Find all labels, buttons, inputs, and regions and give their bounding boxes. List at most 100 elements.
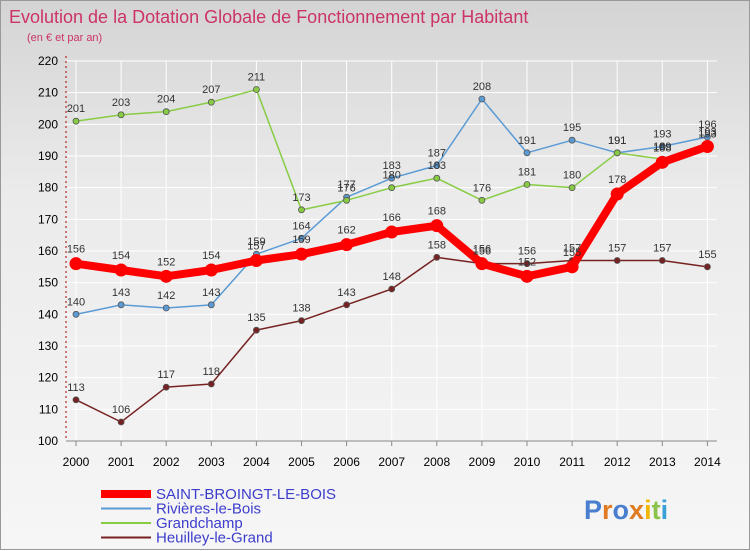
data-point <box>565 260 579 274</box>
data-point <box>298 317 305 325</box>
data-point <box>658 257 666 264</box>
data-point <box>252 86 260 93</box>
data-label: 155 <box>698 249 716 261</box>
data-point <box>72 310 80 318</box>
data-point <box>430 219 444 233</box>
data-label: 183 <box>428 160 446 172</box>
data-label: 196 <box>698 119 716 131</box>
data-point <box>69 257 83 271</box>
data-label: 156 <box>473 246 491 258</box>
data-point <box>433 174 441 182</box>
data-point <box>249 254 263 267</box>
data-label: 178 <box>608 174 626 186</box>
data-point <box>114 263 128 277</box>
legend-entry: SAINT-BROINGT-LE-BOIS <box>156 486 336 503</box>
data-label: 180 <box>383 170 401 182</box>
data-label: 159 <box>247 236 265 248</box>
x-tick-label: 2008 <box>423 455 450 469</box>
data-point <box>72 117 80 125</box>
data-point <box>433 162 441 169</box>
x-tick-label: 2002 <box>153 455 180 469</box>
x-tick-label: 2012 <box>604 455 631 469</box>
data-point <box>475 257 489 271</box>
data-label: 142 <box>157 290 175 302</box>
data-point <box>568 184 576 192</box>
data-label: 180 <box>563 170 581 182</box>
y-tick-label: 210 <box>38 86 58 100</box>
data-label: 176 <box>473 182 491 194</box>
data-point <box>117 418 125 426</box>
data-label: 191 <box>608 135 626 147</box>
data-point <box>117 301 125 309</box>
logo-text: Proxiti <box>584 495 668 525</box>
data-label: 183 <box>383 160 401 172</box>
y-tick-label: 140 <box>38 307 58 321</box>
data-label: 195 <box>563 122 581 134</box>
data-label: 204 <box>157 94 175 106</box>
legend-entry: Heuilley-le-Grand <box>156 530 273 547</box>
data-point <box>478 196 486 204</box>
data-label: 118 <box>203 366 221 378</box>
x-tick-label: 2013 <box>649 455 676 469</box>
chart-subtitle: (en € et par an) <box>27 32 102 44</box>
legend-entry: Rivières-le-Bois <box>156 501 261 518</box>
data-label: 155 <box>563 247 581 259</box>
data-point <box>298 206 305 214</box>
logo-letter: i <box>661 495 669 525</box>
data-label: 159 <box>292 234 310 246</box>
data-point <box>433 253 441 261</box>
data-label: 154 <box>202 250 220 262</box>
x-tick-label: 2000 <box>63 455 90 469</box>
logo-letter: o <box>613 495 630 525</box>
data-point <box>162 383 170 391</box>
data-label: 189 <box>653 141 671 153</box>
data-label: 168 <box>428 206 446 218</box>
x-tick-label: 2009 <box>469 455 496 469</box>
data-point <box>159 269 173 283</box>
data-point <box>298 234 305 242</box>
x-tick-label: 2004 <box>243 455 270 469</box>
data-label: 176 <box>337 182 355 194</box>
series-lines <box>69 86 714 426</box>
y-tick-label: 170 <box>38 212 58 226</box>
data-point <box>343 196 351 204</box>
data-label: 157 <box>608 243 626 255</box>
y-tick-label: 200 <box>38 117 58 131</box>
data-point <box>655 155 669 169</box>
legend: SAINT-BROINGT-LE-BOISRivières-le-BoisGra… <box>101 486 336 547</box>
x-tick-label: 2006 <box>333 455 360 469</box>
data-label: 164 <box>292 220 310 232</box>
data-point <box>252 326 260 334</box>
data-label: 187 <box>428 148 446 160</box>
data-label: 152 <box>518 256 536 268</box>
y-tick-label: 100 <box>38 434 58 448</box>
legend-entry: Grandchamp <box>156 515 243 532</box>
y-tick-label: 110 <box>39 402 58 416</box>
proxiti-logo: Proxiti <box>584 495 668 525</box>
data-point <box>385 225 399 239</box>
data-label: 154 <box>112 250 130 262</box>
data-point <box>388 285 396 293</box>
data-label: 156 <box>67 244 85 256</box>
data-point <box>613 149 621 157</box>
data-label: 191 <box>608 135 626 147</box>
data-point <box>700 140 714 153</box>
x-tick-label: 2014 <box>694 455 721 469</box>
data-label: 177 <box>337 179 355 191</box>
series-saint-broingt-le-bois <box>69 140 714 283</box>
data-label: 158 <box>428 239 446 251</box>
data-label: 157 <box>653 243 671 255</box>
data-point <box>204 263 218 277</box>
data-point <box>295 247 308 261</box>
x-tick-label: 2011 <box>559 455 585 469</box>
data-point <box>72 396 80 404</box>
data-label: 207 <box>202 84 220 96</box>
data-point <box>207 380 215 388</box>
data-point <box>568 136 576 144</box>
data-point <box>658 143 666 150</box>
data-label: 193 <box>698 127 716 139</box>
data-point <box>207 301 215 309</box>
data-point <box>343 301 351 309</box>
logo-letter: P <box>584 495 602 525</box>
